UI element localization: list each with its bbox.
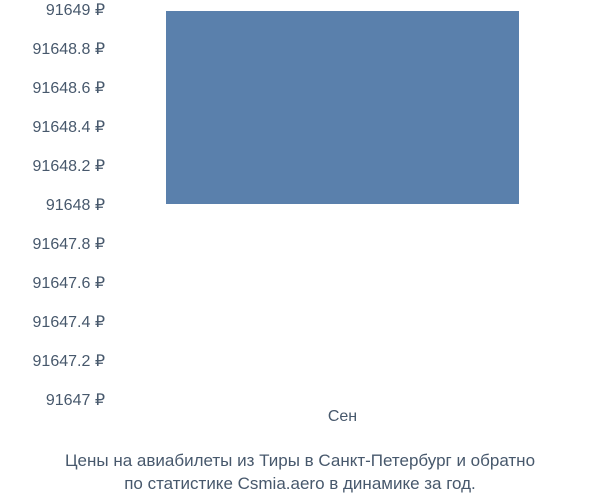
y-tick-label: 91649 ₽ — [46, 0, 105, 20]
chart-caption: Цены на авиабилеты из Тиры в Санкт-Петер… — [0, 450, 600, 496]
y-tick-label: 91647.8 ₽ — [33, 234, 105, 254]
bar — [165, 10, 520, 205]
y-tick-label: 91648.2 ₽ — [33, 156, 105, 176]
y-tick-label: 91648.6 ₽ — [33, 78, 105, 98]
y-tick-label: 91647.2 ₽ — [33, 351, 105, 371]
price-chart: 91649 ₽ 91648.8 ₽ 91648.6 ₽ 91648.4 ₽ 91648.… — [0, 0, 600, 500]
y-tick-label: 91648 ₽ — [46, 195, 105, 215]
y-tick-label: 91647.6 ₽ — [33, 273, 105, 293]
caption-line-2: по статистике Csmia.aero в динамике за г… — [0, 473, 600, 496]
y-tick-label: 91648.4 ₽ — [33, 117, 105, 137]
y-tick-label: 91647 ₽ — [46, 390, 105, 410]
caption-line-1: Цены на авиабилеты из Тиры в Санкт-Петер… — [0, 450, 600, 473]
x-tick-label: Сен — [328, 408, 357, 426]
y-tick-label: 91647.4 ₽ — [33, 312, 105, 332]
y-tick-label: 91648.8 ₽ — [33, 39, 105, 59]
